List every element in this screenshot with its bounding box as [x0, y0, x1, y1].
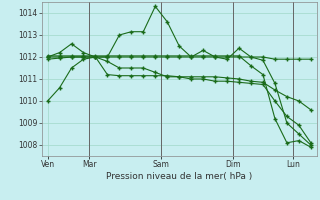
- X-axis label: Pression niveau de la mer( hPa ): Pression niveau de la mer( hPa ): [106, 172, 252, 181]
